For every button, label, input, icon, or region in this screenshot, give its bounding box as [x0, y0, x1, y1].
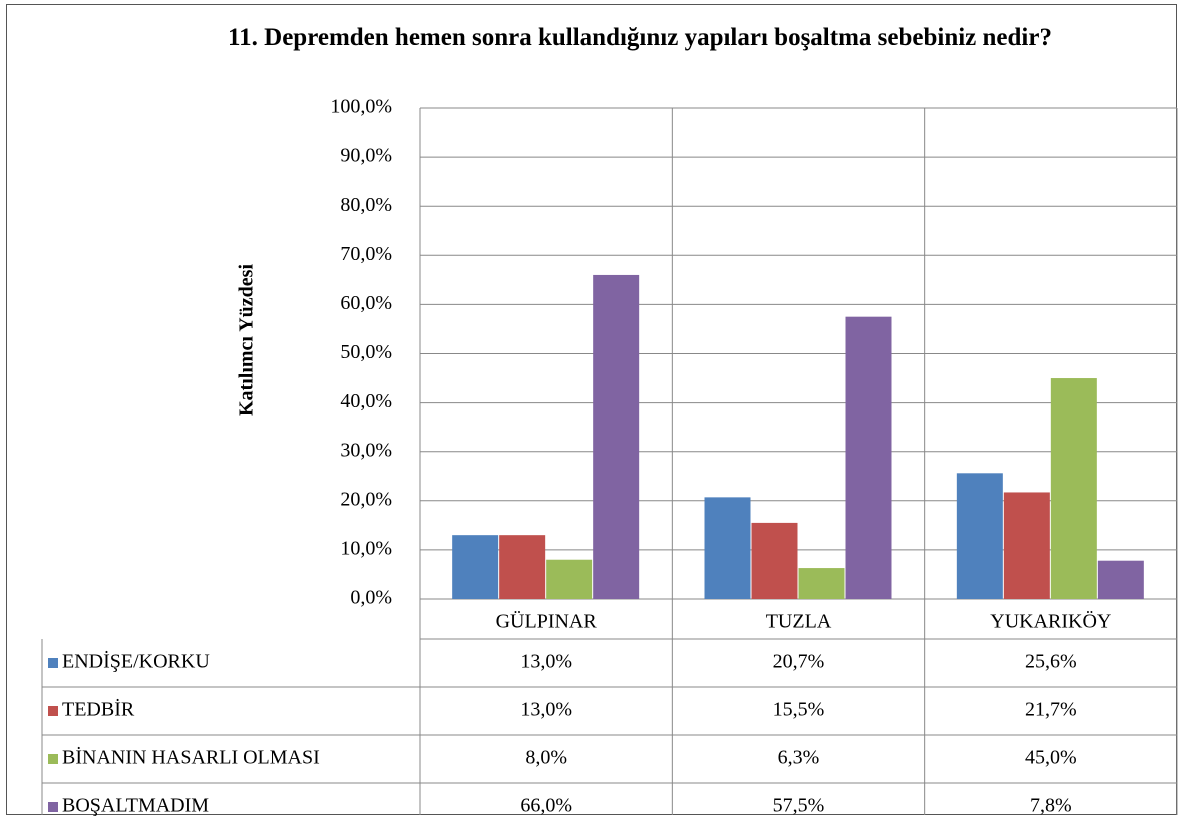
- table-cell: 6,3%: [778, 747, 820, 769]
- y-tick-label: 20,0%: [340, 488, 392, 510]
- bar: [1097, 560, 1144, 599]
- bar: [751, 522, 798, 599]
- table-cell: 21,7%: [1025, 699, 1077, 721]
- table-cell: 7,8%: [1030, 795, 1072, 817]
- table-cell: 8,0%: [525, 747, 567, 769]
- legend-swatch: [48, 802, 58, 812]
- legend-label: BOŞALTMADIM: [62, 795, 209, 817]
- y-tick-label: 30,0%: [340, 439, 392, 461]
- y-axis-label: Katılımcı Yüzdesi: [236, 264, 258, 416]
- y-tick-label: 100,0%: [330, 96, 392, 118]
- table-cell: 45,0%: [1025, 747, 1077, 769]
- table-cell: 15,5%: [773, 699, 825, 721]
- bar: [452, 535, 499, 599]
- bar: [1003, 492, 1050, 599]
- legend-label: TEDBİR: [62, 698, 135, 721]
- bar: [593, 274, 640, 599]
- y-tick-label: 90,0%: [340, 145, 392, 167]
- legend-swatch: [48, 658, 58, 668]
- bar: [499, 535, 546, 599]
- table-cell: 25,6%: [1025, 651, 1077, 673]
- y-tick-label: 80,0%: [340, 194, 392, 216]
- legend-label: ENDİŞE/KORKU: [62, 650, 210, 673]
- legend-swatch: [48, 754, 58, 764]
- y-tick-label: 10,0%: [340, 537, 392, 559]
- chart-title: 11. Depremden hemen sonra kullandığınız …: [228, 24, 1052, 51]
- table-cell: 13,0%: [520, 651, 572, 673]
- chart-border: [6, 4, 1177, 815]
- x-tick-label: TUZLA: [766, 611, 832, 633]
- bar: [798, 568, 845, 599]
- table-cell: 20,7%: [773, 651, 825, 673]
- x-tick-label: YUKARIKÖY: [990, 610, 1111, 633]
- x-tick-label: GÜLPINAR: [496, 610, 598, 633]
- bar: [546, 559, 593, 599]
- table-cell: 66,0%: [520, 795, 572, 817]
- y-tick-label: 40,0%: [340, 390, 392, 412]
- y-tick-label: 60,0%: [340, 292, 392, 314]
- y-tick-label: 50,0%: [340, 341, 392, 363]
- bar: [845, 316, 892, 599]
- bar: [1050, 378, 1097, 599]
- legend-swatch: [48, 706, 58, 716]
- y-tick-label: 0,0%: [350, 587, 392, 609]
- bar: [704, 497, 751, 599]
- legend-label: BİNANIN HASARLI OLMASI: [62, 746, 320, 769]
- table-cell: 13,0%: [520, 699, 572, 721]
- y-tick-label: 70,0%: [340, 243, 392, 265]
- table-cell: 57,5%: [773, 795, 825, 817]
- bar: [956, 473, 1003, 599]
